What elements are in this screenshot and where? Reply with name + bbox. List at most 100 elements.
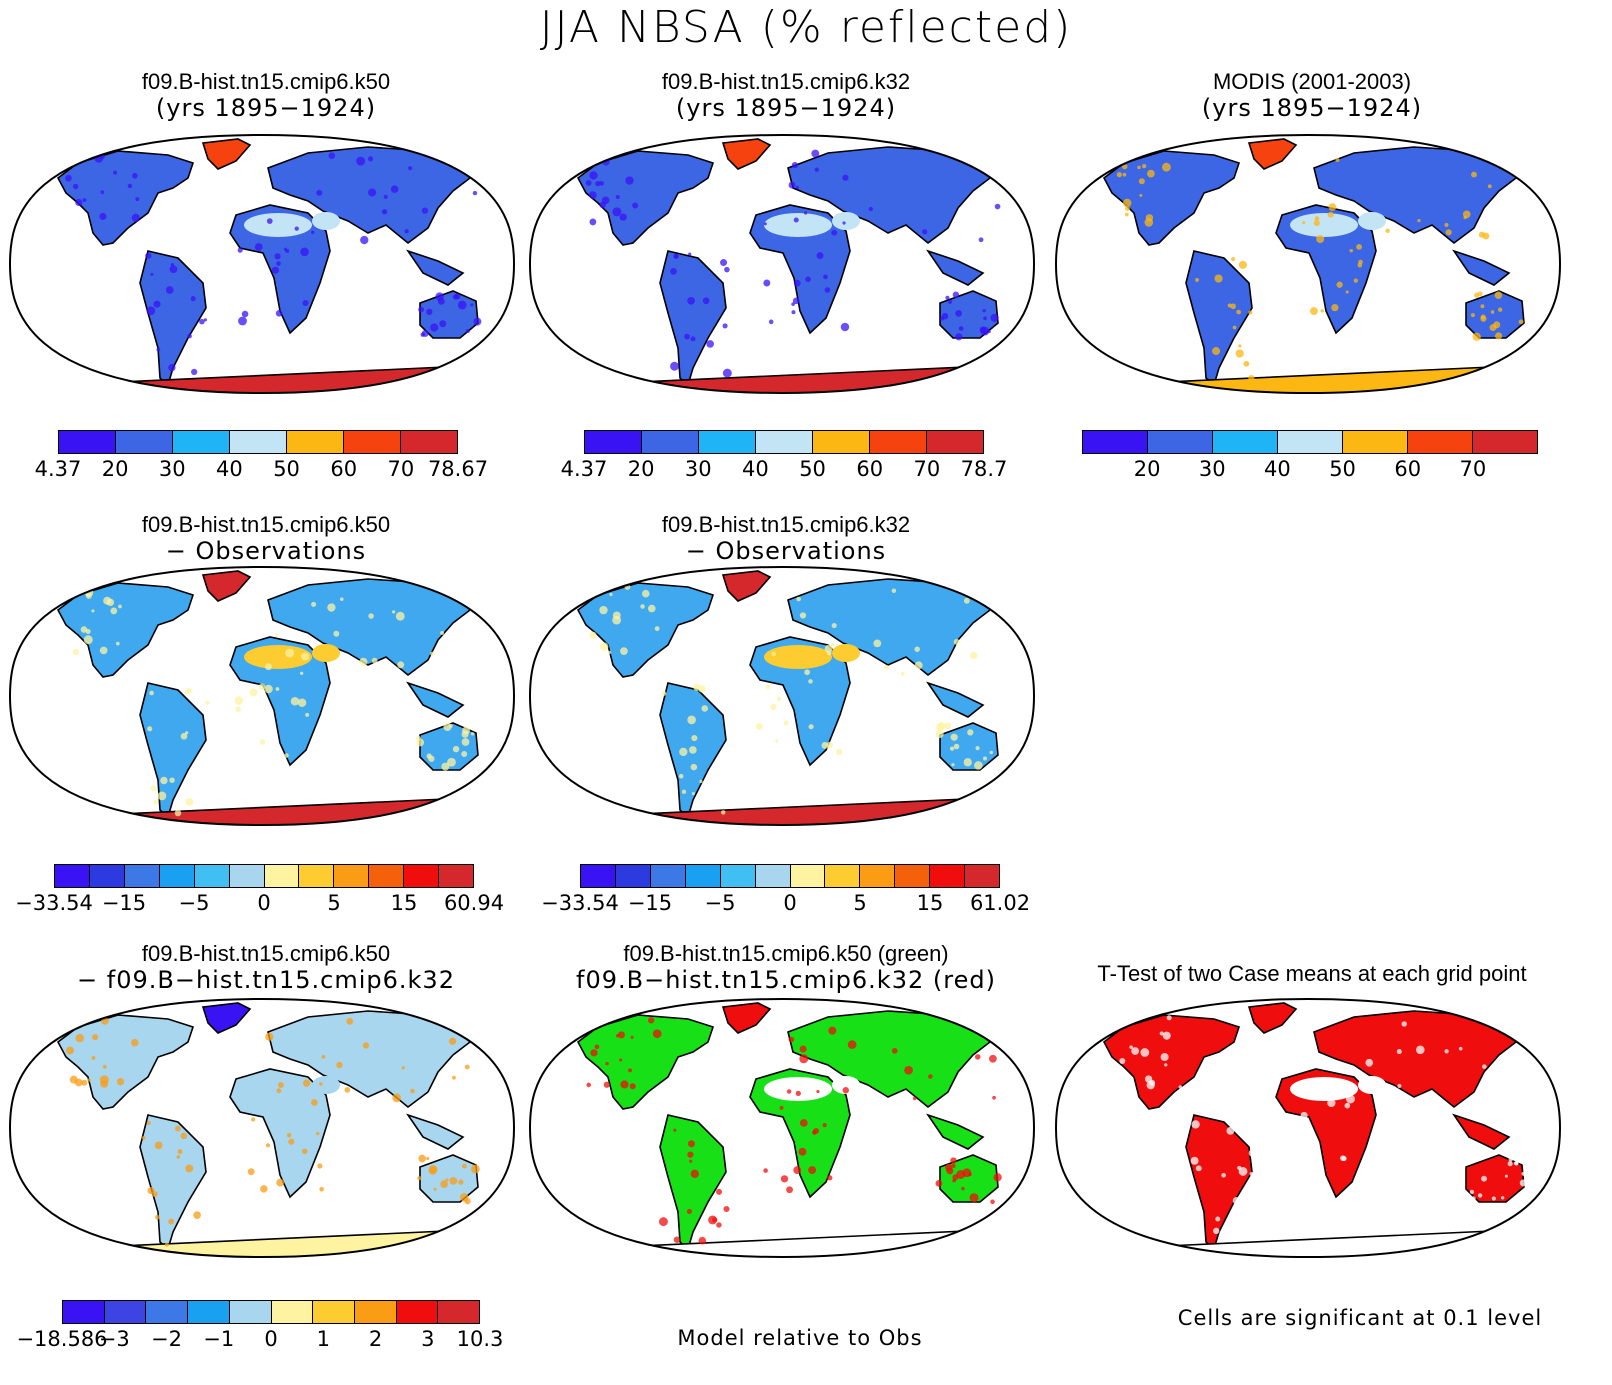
data-speckle	[146, 1120, 151, 1126]
data-speckle	[145, 252, 152, 259]
data-speckle	[974, 1054, 981, 1060]
data-speckle	[640, 604, 645, 609]
data-speckle	[311, 601, 317, 607]
colorbar-swatch	[344, 431, 401, 453]
data-speckle	[1481, 1175, 1488, 1182]
colorbar-swatch	[581, 865, 616, 887]
data-speckle	[130, 1038, 139, 1047]
data-speckle	[452, 745, 460, 753]
data-speckle	[955, 333, 963, 341]
colorbar-tick-label: 50	[1329, 457, 1356, 481]
world-map-diff_models	[8, 997, 516, 1259]
data-speckle	[1145, 214, 1154, 222]
data-speckle	[1518, 319, 1524, 325]
data-speckle	[983, 316, 987, 321]
data-speckle	[990, 313, 999, 322]
data-speckle	[316, 189, 323, 196]
data-speckle	[1470, 313, 1475, 318]
data-speckle	[791, 310, 796, 315]
data-speckle	[368, 613, 374, 619]
greenland	[1247, 1002, 1298, 1034]
colorbar-tick-label: 30	[158, 457, 186, 481]
data-speckle	[1137, 165, 1141, 170]
greenland	[201, 138, 252, 170]
colorbar-swatch	[1408, 431, 1473, 453]
data-speckle	[1310, 1188, 1316, 1194]
data-speckle	[1293, 1146, 1300, 1153]
data-speckle	[249, 688, 258, 697]
australia	[1465, 290, 1525, 339]
colorbar-tick-label: 1	[316, 1327, 330, 1351]
data-speckle	[1213, 1227, 1220, 1235]
north-america	[56, 582, 195, 678]
data-speckle	[840, 322, 850, 332]
colorbar-swatch	[1278, 431, 1343, 453]
data-speckle	[670, 267, 677, 275]
data-speckle	[265, 1143, 271, 1148]
data-speckle	[118, 604, 122, 609]
data-speckle	[371, 657, 378, 664]
data-speckle	[1493, 321, 1501, 329]
data-speckle	[458, 1179, 464, 1185]
map-border	[528, 997, 1036, 1259]
data-speckle	[1487, 184, 1492, 189]
panel-title: T-Test of two Case means at each grid po…	[1097, 961, 1527, 986]
data-speckle	[426, 1156, 430, 1161]
data-speckle	[1302, 221, 1306, 225]
panel-title: f09.B-hist.tn15.cmip6.k32	[661, 512, 911, 537]
data-speckle	[1345, 1094, 1355, 1104]
data-speckle	[690, 336, 696, 342]
data-speckle	[430, 651, 435, 656]
data-speckle	[1495, 332, 1503, 340]
data-speckle	[950, 733, 958, 741]
data-speckle	[1445, 229, 1452, 236]
data-speckle	[830, 642, 835, 647]
data-speckle	[470, 303, 474, 307]
data-speckle	[1427, 1091, 1437, 1101]
data-speckle	[588, 592, 594, 598]
map-border	[1054, 997, 1562, 1259]
colorbar-tick-label: 10.3	[456, 1327, 504, 1351]
data-speckle	[174, 809, 182, 817]
data-speckle	[1397, 1083, 1402, 1089]
data-speckle	[397, 661, 405, 669]
data-speckle	[868, 207, 873, 212]
data-speckle	[154, 1141, 163, 1150]
north-america	[1102, 1014, 1241, 1110]
data-speckle	[1166, 1015, 1172, 1021]
data-speckle	[311, 230, 315, 235]
data-speckle	[1215, 1216, 1221, 1222]
data-speckle	[150, 272, 154, 276]
note-model-relative: Model relative to Obs	[677, 1326, 923, 1350]
data-speckle	[428, 1165, 438, 1174]
africa	[229, 636, 331, 767]
colorbar-swatch	[720, 865, 756, 887]
data-speckle	[612, 615, 622, 625]
data-speckle	[153, 300, 161, 308]
data-speckle	[1122, 198, 1132, 208]
data-speckle	[609, 592, 613, 597]
data-speckle	[1140, 1048, 1150, 1057]
data-speckle	[824, 644, 833, 653]
map-border	[8, 565, 516, 827]
data-speckle	[185, 1164, 194, 1173]
data-speckle	[1385, 228, 1390, 233]
data-speckle	[1314, 1063, 1318, 1067]
data-speckle	[771, 651, 776, 657]
sahara-region	[764, 1077, 832, 1101]
data-speckle	[297, 698, 307, 708]
colorbar-swatch	[813, 431, 870, 453]
data-speckle	[1249, 1171, 1254, 1176]
data-speckle	[100, 1079, 109, 1088]
data-speckle	[983, 756, 988, 761]
colorbar-swatch	[585, 431, 642, 453]
colorbar-tick-label: 2	[368, 1327, 383, 1351]
data-speckle	[891, 1047, 898, 1054]
data-speckle	[914, 661, 923, 670]
data-speckle	[440, 630, 445, 635]
data-speckle	[82, 198, 87, 203]
data-speckle	[254, 243, 263, 251]
data-speckle	[1504, 1174, 1508, 1178]
antarctica	[95, 1229, 470, 1257]
colorbar-swatch	[1148, 431, 1213, 453]
